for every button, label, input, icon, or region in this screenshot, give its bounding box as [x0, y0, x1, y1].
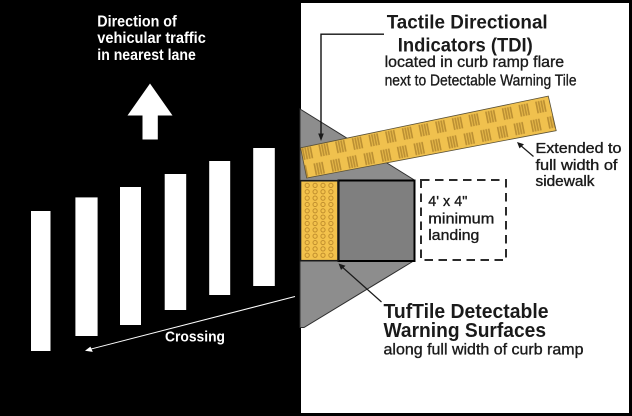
svg-text:in nearest lane: in nearest lane: [97, 47, 196, 64]
svg-text:4' x 4": 4' x 4": [428, 194, 467, 210]
svg-text:Extended to: Extended to: [536, 141, 622, 157]
svg-text:Tactile Directional: Tactile Directional: [387, 13, 548, 34]
svg-text:full width of: full width of: [536, 158, 619, 174]
svg-text:Indicators (TDI): Indicators (TDI): [398, 36, 533, 57]
svg-text:next to Detectable Warning Til: next to Detectable Warning Tile: [385, 73, 577, 90]
svg-text:TufTile Detectable: TufTile Detectable: [384, 301, 549, 323]
svg-text:Direction of: Direction of: [97, 14, 177, 31]
svg-text:landing: landing: [428, 228, 479, 244]
svg-text:sidewalk: sidewalk: [536, 174, 596, 190]
svg-text:Crossing: Crossing: [165, 330, 225, 346]
svg-text:vehicular traffic: vehicular traffic: [97, 30, 206, 47]
svg-text:located in curb ramp flare: located in curb ramp flare: [385, 54, 564, 71]
svg-text:along full width of curb ramp: along full width of curb ramp: [384, 342, 584, 359]
svg-text:Warning Surfaces: Warning Surfaces: [384, 320, 547, 342]
svg-text:minimum: minimum: [428, 212, 494, 228]
